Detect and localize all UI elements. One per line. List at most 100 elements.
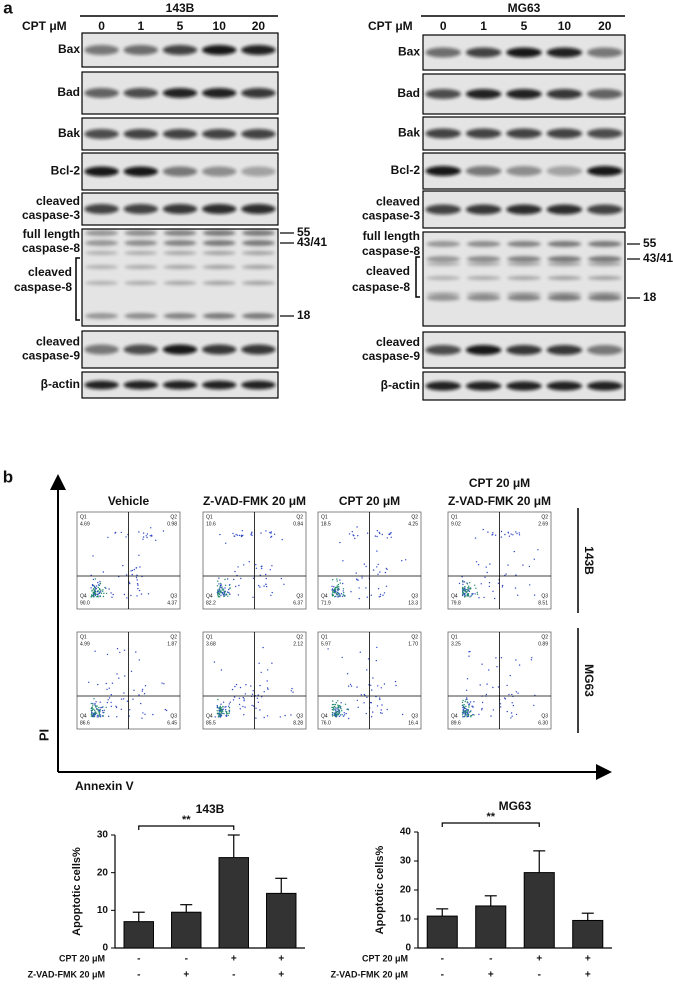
quadrant-name: Q2 xyxy=(170,634,177,640)
event-dot xyxy=(93,588,95,590)
quadrant-value: 2.69 xyxy=(538,521,548,527)
event-dot xyxy=(224,706,226,708)
bar xyxy=(426,915,458,949)
event-dot xyxy=(468,651,470,653)
event-dot xyxy=(136,574,138,576)
event-dot xyxy=(243,698,245,700)
event-dot xyxy=(342,560,344,562)
event-dot xyxy=(142,536,145,538)
band xyxy=(587,381,623,391)
condition-sign: - xyxy=(137,970,140,981)
event-dot xyxy=(464,596,466,598)
event-dot xyxy=(467,587,469,589)
event-dot xyxy=(458,582,461,585)
event-dot xyxy=(471,594,473,596)
event-dot xyxy=(233,578,235,581)
band xyxy=(426,291,461,297)
event-dot xyxy=(372,711,374,713)
event-dot xyxy=(290,714,292,716)
band xyxy=(547,261,582,267)
event-dot xyxy=(390,532,392,534)
band xyxy=(466,291,501,297)
band xyxy=(124,313,158,319)
event-dot xyxy=(466,715,469,718)
event-dot xyxy=(98,591,100,593)
event-dot xyxy=(462,710,464,712)
event-dot xyxy=(463,581,466,583)
event-dot xyxy=(93,589,95,591)
event-dot xyxy=(464,587,466,590)
event-dot xyxy=(218,593,221,596)
condition-sign: + xyxy=(278,954,284,965)
event-dot xyxy=(463,706,466,709)
event-dot xyxy=(229,701,231,703)
quadrant-name: Q4 xyxy=(321,713,328,719)
protein-label: β-actin xyxy=(41,377,80,391)
event-dot xyxy=(381,704,383,706)
event-dot xyxy=(386,537,388,539)
event-dot xyxy=(363,702,365,704)
event-dot xyxy=(255,707,257,709)
band xyxy=(425,89,461,99)
event-dot xyxy=(377,588,380,590)
event-dot xyxy=(110,701,112,704)
event-dot xyxy=(370,716,373,718)
event-dot xyxy=(467,590,469,592)
quadrant-name: Q3 xyxy=(411,593,418,599)
band xyxy=(201,129,237,139)
event-dot xyxy=(461,714,464,716)
event-dot xyxy=(92,578,95,581)
dose-label: CPT μM xyxy=(368,19,413,33)
event-dot xyxy=(219,705,222,708)
protein-label: caspase-9 xyxy=(22,349,80,363)
event-dot xyxy=(363,693,366,696)
band xyxy=(547,256,582,262)
event-dot xyxy=(337,589,339,592)
event-dot xyxy=(226,713,228,715)
band xyxy=(466,241,501,247)
event-dot xyxy=(106,701,109,704)
quadrant-value: 0.89 xyxy=(538,641,548,647)
event-dot xyxy=(386,708,388,711)
event-dot xyxy=(501,586,504,588)
event-dot xyxy=(516,532,518,535)
event-dot xyxy=(222,701,225,703)
event-dot xyxy=(333,586,335,588)
band xyxy=(587,166,623,176)
event-dot xyxy=(93,585,96,588)
event-dot xyxy=(474,537,477,539)
event-dot xyxy=(99,701,101,703)
event-dot xyxy=(98,592,101,595)
event-dot xyxy=(366,596,368,598)
event-dot xyxy=(379,593,382,596)
event-dot xyxy=(511,702,513,704)
event-dot xyxy=(250,532,253,534)
significance-bracket xyxy=(138,825,235,830)
event-dot xyxy=(504,698,507,700)
event-dot xyxy=(335,592,337,595)
event-dot xyxy=(251,704,253,707)
event-dot xyxy=(291,687,293,690)
event-dot xyxy=(375,659,377,662)
event-dot xyxy=(102,589,104,591)
event-dot xyxy=(337,713,339,716)
quadrant-value: 4.25 xyxy=(408,521,418,527)
event-dot xyxy=(338,586,340,588)
event-dot xyxy=(515,713,518,716)
event-dot xyxy=(219,533,221,536)
event-dot xyxy=(334,708,336,711)
band xyxy=(426,256,461,262)
event-dot xyxy=(376,535,378,538)
band xyxy=(123,129,159,139)
event-dot xyxy=(133,568,135,571)
event-dot xyxy=(531,657,533,659)
event-dot xyxy=(336,711,339,713)
quadrant-name: Q3 xyxy=(541,713,548,719)
event-dot xyxy=(136,579,138,581)
band xyxy=(241,344,276,355)
condition-sign: + xyxy=(231,954,237,965)
band xyxy=(123,344,159,355)
event-dot xyxy=(466,710,468,712)
event-dot xyxy=(258,584,260,587)
band xyxy=(241,313,275,319)
